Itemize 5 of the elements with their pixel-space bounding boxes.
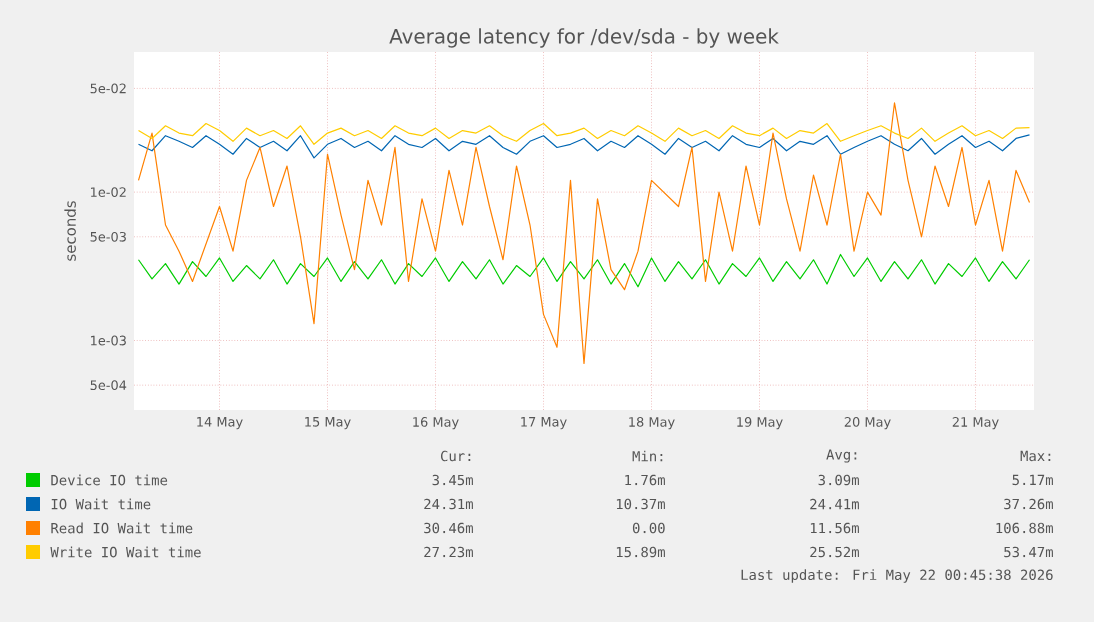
chart-title: Average latency for /dev/sda - by week [389,28,779,48]
line-series [137,102,1031,365]
line-series [137,122,1031,145]
line-series [137,134,1031,159]
line-series [137,253,1031,288]
